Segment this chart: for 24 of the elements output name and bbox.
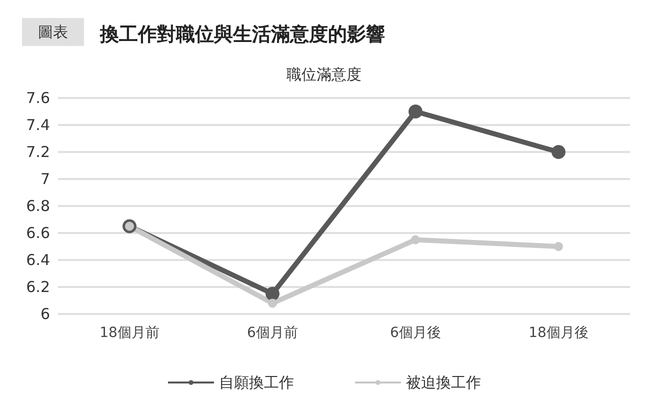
y-tick-label: 6.2 xyxy=(26,278,50,296)
point xyxy=(268,298,277,308)
y-tick-label: 7.6 xyxy=(26,89,50,107)
y-tick-label: 7.4 xyxy=(26,116,50,134)
x-tick-label: 18個月後 xyxy=(528,325,588,341)
point xyxy=(411,235,420,244)
legend-label: 自願換工作 xyxy=(219,374,294,392)
chart-subtitle: 職位滿意度 xyxy=(286,66,362,84)
y-tick-label: 6.4 xyxy=(26,251,50,269)
y-tick-label: 6.8 xyxy=(26,197,50,215)
y-tick-label: 6.6 xyxy=(26,224,50,242)
y-tick-label: 7.2 xyxy=(26,143,50,161)
point xyxy=(266,286,280,301)
x-tick-label: 6個月後 xyxy=(390,325,441,341)
y-tick-label: 6 xyxy=(40,305,50,323)
point xyxy=(552,145,566,159)
x-tick-label: 6個月前 xyxy=(247,325,298,341)
legend-label: 被迫換工作 xyxy=(406,374,481,392)
text: 圖表 xyxy=(38,23,68,41)
point xyxy=(408,104,422,118)
y-tick-label: 7 xyxy=(40,170,50,188)
point xyxy=(554,242,563,251)
x-tick-label: 18個月前 xyxy=(100,325,160,341)
chart-title: 換工作對職位與生活滿意度的影響 xyxy=(99,24,385,46)
